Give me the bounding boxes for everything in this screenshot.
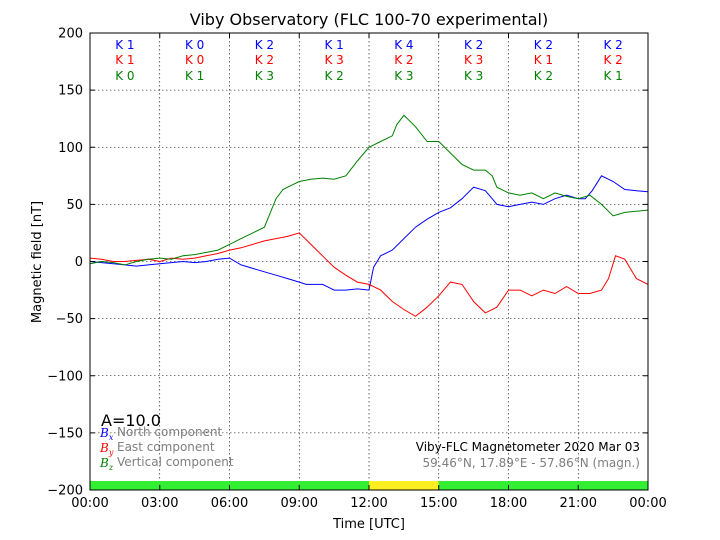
- k-index-value: K 1: [534, 53, 553, 67]
- y-tick-label: −200: [47, 484, 83, 499]
- daylight-segment: [438, 481, 648, 490]
- grid-layer: [90, 33, 648, 490]
- series-line-north: [89, 175, 649, 291]
- y-tick-label: −150: [47, 426, 83, 441]
- location-info: 59.46°N, 17.89°E - 57.86°N (magn.): [423, 456, 640, 470]
- legend-symbol-north: Bx: [99, 426, 114, 442]
- daylight-segment: [369, 481, 439, 490]
- k-index-value: K 2: [534, 38, 553, 52]
- y-tick-label: −50: [56, 312, 83, 327]
- magnetometer-info: Viby-FLC Magnetometer 2020 Mar 03: [416, 440, 640, 454]
- x-tick-label: 00:00: [71, 496, 108, 511]
- legend-subscript: z: [108, 463, 114, 472]
- legend-item-vertical: Bz Vertical component: [99, 455, 234, 472]
- activity-index: A=10.0: [101, 411, 161, 430]
- series-layer: [89, 114, 649, 317]
- legend-label-north: North component: [117, 425, 223, 439]
- k-index-value: K 1: [324, 38, 343, 52]
- x-tick-label: 18:00: [490, 496, 527, 511]
- k-index-value: K 0: [185, 53, 204, 67]
- k-index-value: K 3: [394, 69, 413, 83]
- series-line-east: [89, 232, 649, 317]
- legend-item-east: By East component: [99, 440, 215, 457]
- k-index-value: K 2: [603, 38, 622, 52]
- ticks-layer: 00:00 03:00 06:00 09:00 12:00 15:00 18:00 21:00…: [47, 27, 666, 512]
- y-tick-label: 0: [75, 255, 83, 270]
- legend-symbol-b: B: [99, 426, 109, 440]
- x-tick-label: 09:00: [281, 496, 318, 511]
- y-tick-label: −100: [47, 369, 83, 384]
- k-index-value: K 3: [464, 69, 483, 83]
- k-index-value: K 0: [115, 69, 134, 83]
- legend-symbol-b: B: [99, 456, 109, 470]
- y-axis-label: Magnetic field [nT]: [30, 201, 45, 323]
- k-index-value: K 2: [534, 69, 553, 83]
- legend-symbol-vertical: Bz: [99, 456, 114, 472]
- k-index-value: K 3: [464, 53, 483, 67]
- x-tick-label: 06:00: [211, 496, 248, 511]
- k-index-value: K 2: [603, 53, 622, 67]
- legend-subscript: x: [109, 433, 114, 442]
- legend-subscript: y: [108, 448, 114, 457]
- k-index-value: K 2: [324, 69, 343, 83]
- x-tick-label: 00:00: [629, 496, 666, 511]
- x-axis-label: Time [UTC]: [332, 517, 405, 532]
- chart-title: Viby Observatory (FLC 100-70 experimenta…: [190, 10, 549, 29]
- legend-symbol-b: B: [99, 441, 109, 455]
- k-index-value: K 3: [324, 53, 343, 67]
- legend-item-north: Bx North component: [99, 425, 223, 442]
- y-tick-label: 100: [58, 141, 83, 156]
- y-tick-label: 200: [58, 27, 83, 42]
- y-tick-label: 150: [58, 84, 83, 99]
- x-tick-label: 12:00: [350, 496, 387, 511]
- k-index-value: K 2: [464, 38, 483, 52]
- k-index-value: K 1: [115, 38, 134, 52]
- x-tick-label: 15:00: [420, 496, 457, 511]
- k-index-value: K 1: [185, 69, 204, 83]
- legend-symbol-east: By: [99, 441, 114, 457]
- k-index-value: K 1: [603, 69, 622, 83]
- k-index-value: K 3: [255, 69, 274, 83]
- series-line-vertical: [89, 114, 649, 266]
- x-tick-label: 21:00: [560, 496, 597, 511]
- legend: Bx North component By East component Bz …: [99, 425, 234, 472]
- k-index-value: K 0: [185, 38, 204, 52]
- k-index-value: K 4: [394, 38, 413, 52]
- x-tick-label: 03:00: [141, 496, 178, 511]
- k-index-value: K 2: [255, 53, 274, 67]
- k-index-value: K 2: [255, 38, 274, 52]
- legend-label-east: East component: [117, 440, 215, 454]
- k-index-value: K 1: [115, 53, 134, 67]
- k-index-value: K 2: [394, 53, 413, 67]
- y-tick-label: 50: [66, 198, 83, 213]
- legend-label-vertical: Vertical component: [117, 455, 234, 469]
